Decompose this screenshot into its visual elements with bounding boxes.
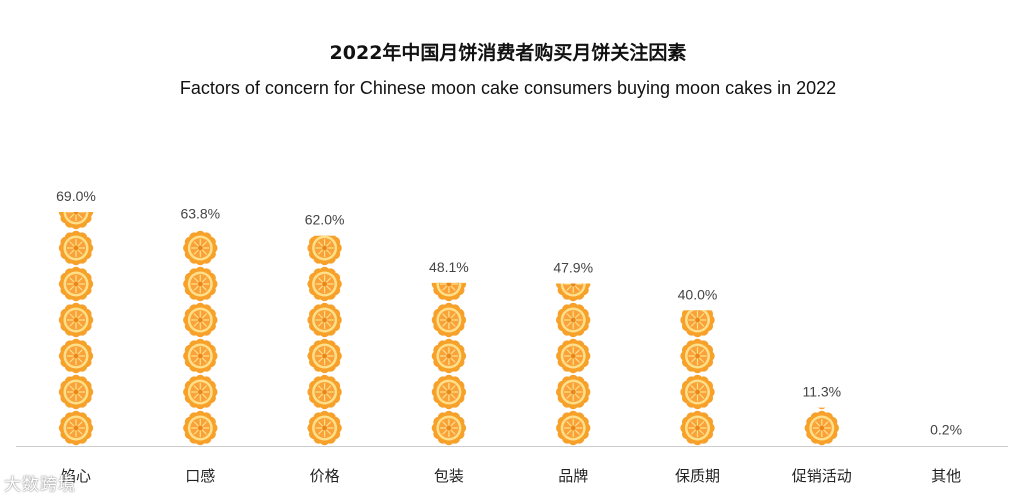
moon-cake-icon	[818, 407, 826, 410]
moon-cake-icon	[58, 266, 94, 302]
category-label: 保质期	[675, 467, 720, 485]
moon-cake-icon	[183, 338, 218, 374]
moon-cake-icon	[307, 338, 342, 374]
bar-0	[58, 212, 94, 446]
moon-cake-icon	[431, 410, 467, 446]
moon-cake-icon	[680, 374, 715, 410]
category-label: 品牌	[558, 467, 588, 485]
moon-cake-icon	[431, 338, 467, 374]
category-label: 其他	[931, 467, 961, 485]
moon-cake-icon	[680, 338, 715, 374]
moon-cake-icon	[307, 374, 342, 410]
moon-cake-icon	[307, 410, 342, 446]
chart-title: 2022年中国月饼消费者购买月饼关注因素	[329, 42, 687, 64]
moon-cake-icon	[307, 235, 342, 266]
bar-6	[804, 339, 839, 446]
moon-cake-icon	[556, 302, 591, 338]
category-label: 馅心	[61, 467, 91, 485]
moon-cake-icon	[58, 302, 94, 338]
bar-1	[183, 159, 218, 446]
moon-cake-icon	[680, 310, 715, 338]
moon-cake-icon	[58, 230, 94, 266]
moon-cake-icon	[307, 266, 342, 302]
value-label: 40.0%	[678, 286, 718, 302]
category-label: 包装	[434, 467, 464, 485]
moon-cake-icon	[58, 338, 94, 374]
chart-subtitle: Factors of concern for Chinese moon cake…	[179, 78, 837, 98]
category-label: 促销活动	[792, 467, 852, 485]
value-label: 69.0%	[56, 188, 96, 204]
value-label: 11.3%	[802, 384, 841, 400]
bar-2	[307, 235, 342, 446]
moon-cake-icon	[804, 410, 839, 446]
moon-cake-icon	[556, 338, 591, 374]
moon-cake-icon	[680, 410, 715, 446]
moon-cake-icon	[183, 159, 217, 193]
value-label: 63.8%	[180, 206, 220, 222]
category-label: 价格	[310, 467, 340, 485]
moon-cake-icon	[556, 283, 591, 302]
moon-cake-icon	[556, 410, 591, 446]
watermark: 大数跨境	[4, 475, 76, 495]
moon-cake-icon	[307, 302, 342, 338]
moon-cake-icon	[183, 266, 218, 302]
moon-cake-icon	[58, 374, 94, 410]
moon-cake-icon	[183, 230, 218, 266]
bar-4	[556, 283, 591, 446]
value-label: 0.2%	[930, 421, 962, 437]
moon-cake-icon	[58, 212, 94, 230]
bar-3	[431, 282, 467, 446]
moon-cake-icon	[431, 282, 467, 302]
moon-cake-icon	[183, 302, 218, 338]
moon-cake-icon	[556, 374, 591, 410]
value-label: 47.9%	[553, 260, 593, 276]
moon-cake-icon	[183, 410, 218, 446]
moon-cake-icon	[183, 374, 218, 410]
moon-cake-icon	[805, 339, 839, 373]
value-label: 62.0%	[305, 212, 345, 228]
moon-cake-icon	[58, 410, 94, 446]
moon-cake-icon	[431, 374, 467, 410]
bar-5	[680, 310, 715, 446]
moon-cake-icon	[929, 375, 963, 409]
category-label: 口感	[185, 467, 215, 485]
value-label: 48.1%	[429, 259, 469, 275]
moon-cake-icon	[431, 302, 467, 338]
